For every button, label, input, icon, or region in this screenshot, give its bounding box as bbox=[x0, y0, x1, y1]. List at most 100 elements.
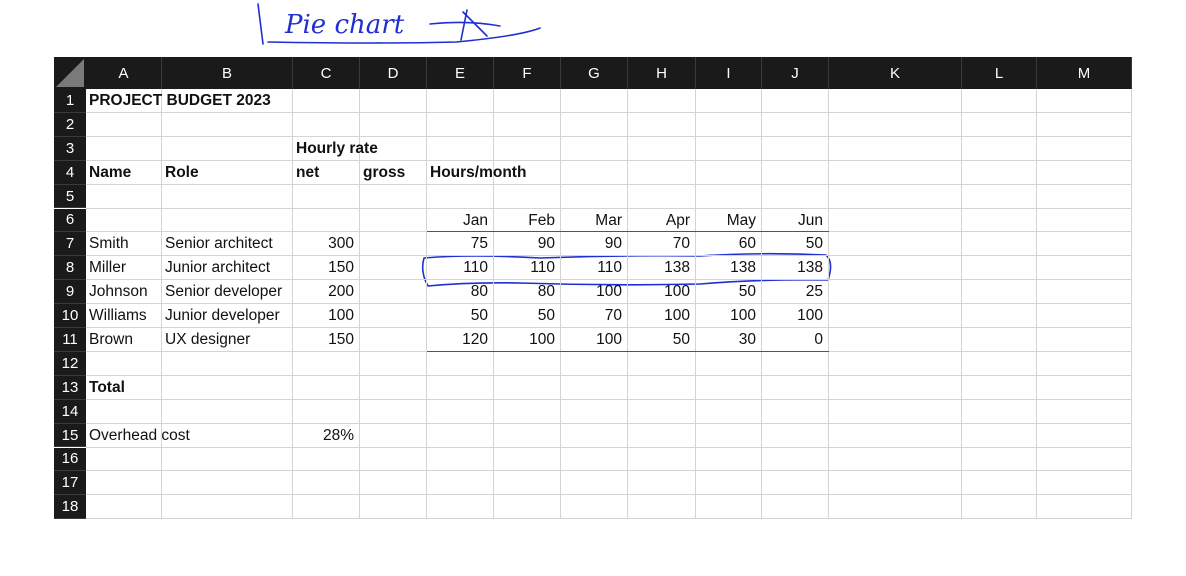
column-header-g[interactable]: G bbox=[561, 57, 628, 89]
row-header-7[interactable]: 7 bbox=[54, 232, 86, 257]
hours-cell[interactable]: 25 bbox=[805, 283, 823, 301]
hours-cell[interactable]: 60 bbox=[738, 235, 756, 253]
row-header-6[interactable]: 6 bbox=[54, 208, 86, 233]
column-header-d[interactable]: D bbox=[360, 57, 427, 89]
hours-cell[interactable]: 138 bbox=[797, 259, 823, 277]
total-label[interactable]: Total bbox=[89, 378, 125, 396]
column-header-i[interactable]: I bbox=[696, 57, 762, 89]
hours-cell[interactable]: 50 bbox=[470, 307, 488, 325]
month-header-apr[interactable]: Apr bbox=[665, 211, 690, 229]
hours-cell[interactable]: 100 bbox=[596, 331, 622, 348]
hours-cell[interactable]: 50 bbox=[672, 331, 690, 348]
hours-cell[interactable]: 100 bbox=[529, 331, 555, 348]
row-header-2[interactable]: 2 bbox=[54, 112, 86, 137]
row-header-17[interactable]: 17 bbox=[54, 471, 86, 496]
hours-cell[interactable]: 75 bbox=[470, 235, 488, 253]
column-header-e[interactable]: E bbox=[427, 57, 494, 89]
row-header-8[interactable]: 8 bbox=[54, 256, 86, 281]
row-header-3[interactable]: 3 bbox=[54, 136, 86, 161]
hours-cell[interactable]: 70 bbox=[672, 235, 690, 253]
role-cell[interactable]: Senior developer bbox=[165, 283, 283, 301]
column-header-m[interactable]: M bbox=[1037, 57, 1132, 89]
month-header-mar[interactable]: Mar bbox=[595, 211, 622, 229]
column-header-b[interactable]: B bbox=[162, 57, 293, 89]
month-header-feb[interactable]: Feb bbox=[528, 211, 555, 229]
role-cell[interactable]: UX designer bbox=[165, 331, 251, 348]
hours-cell[interactable]: 30 bbox=[738, 331, 756, 348]
grid-row-line bbox=[86, 470, 1132, 472]
hours-cell[interactable]: 50 bbox=[738, 283, 756, 301]
hours-cell[interactable]: 110 bbox=[597, 259, 622, 277]
row-header-1[interactable]: 1 bbox=[54, 89, 86, 113]
row-header-11[interactable]: 11 bbox=[54, 328, 86, 352]
role-cell[interactable]: Junior developer bbox=[165, 307, 280, 325]
month-header-may[interactable]: May bbox=[726, 211, 756, 229]
net-rate-cell[interactable]: 150 bbox=[328, 259, 354, 277]
row-header-18[interactable]: 18 bbox=[54, 495, 86, 520]
net-rate-cell[interactable]: 150 bbox=[328, 331, 354, 348]
row-header-5[interactable]: 5 bbox=[54, 184, 86, 209]
net-rate-cell[interactable]: 300 bbox=[328, 235, 354, 253]
hours-cell[interactable]: 100 bbox=[664, 283, 690, 301]
name-cell[interactable]: Williams bbox=[89, 307, 147, 325]
grid-row-line bbox=[86, 518, 1132, 520]
row-header-10[interactable]: 10 bbox=[54, 304, 86, 328]
hourly-rate-header[interactable]: Hourly rate bbox=[296, 139, 378, 157]
hours-month-header[interactable]: Hours/month bbox=[430, 163, 527, 181]
role-cell[interactable]: Junior architect bbox=[165, 259, 271, 277]
hours-cell[interactable]: 138 bbox=[730, 259, 756, 277]
net-rate-cell[interactable]: 100 bbox=[328, 307, 354, 325]
title-cell[interactable]: PROJECT BUDGET 2023 bbox=[89, 92, 271, 109]
role-header[interactable]: Role bbox=[165, 163, 199, 181]
grid-row-line bbox=[86, 494, 1132, 496]
net-header[interactable]: net bbox=[296, 163, 320, 181]
hours-cell[interactable]: 80 bbox=[470, 283, 488, 301]
hours-cell[interactable]: 90 bbox=[537, 235, 555, 253]
hours-cell[interactable]: 100 bbox=[730, 307, 756, 325]
hours-cell[interactable]: 70 bbox=[604, 307, 622, 325]
month-header-jun[interactable]: Jun bbox=[798, 211, 823, 229]
hours-cell[interactable]: 100 bbox=[797, 307, 823, 325]
column-header-c[interactable]: C bbox=[293, 57, 360, 89]
row-header-15[interactable]: 15 bbox=[54, 423, 86, 448]
hours-cell[interactable]: 90 bbox=[604, 235, 622, 253]
name-cell[interactable]: Miller bbox=[89, 259, 127, 277]
select-all-corner[interactable] bbox=[54, 57, 86, 89]
role-cell[interactable]: Senior architect bbox=[165, 235, 273, 253]
hours-cell[interactable]: 138 bbox=[664, 259, 690, 277]
name-cell[interactable]: Brown bbox=[89, 331, 133, 348]
row-header-16[interactable]: 16 bbox=[54, 447, 86, 472]
row-header-9[interactable]: 9 bbox=[54, 280, 86, 305]
name-cell[interactable]: Smith bbox=[89, 235, 129, 253]
overhead-value[interactable]: 28% bbox=[322, 426, 354, 444]
hours-cell[interactable]: 0 bbox=[814, 331, 823, 348]
grid-row-line bbox=[86, 111, 1132, 113]
column-header-k[interactable]: K bbox=[829, 57, 962, 89]
gross-header[interactable]: gross bbox=[363, 163, 406, 181]
column-header-f[interactable]: F bbox=[494, 57, 561, 89]
table-border bbox=[427, 350, 829, 352]
hours-cell[interactable]: 50 bbox=[537, 307, 555, 325]
month-header-jan[interactable]: Jan bbox=[463, 211, 488, 229]
hours-cell[interactable]: 110 bbox=[530, 259, 555, 277]
column-header-l[interactable]: L bbox=[962, 57, 1037, 89]
overhead-label[interactable]: Overhead cost bbox=[89, 426, 190, 444]
name-header[interactable]: Name bbox=[89, 163, 132, 181]
row-header-12[interactable]: 12 bbox=[54, 351, 86, 376]
net-rate-cell[interactable]: 200 bbox=[328, 283, 354, 301]
hours-cell[interactable]: 110 bbox=[463, 259, 488, 277]
hours-cell[interactable]: 50 bbox=[805, 235, 823, 253]
column-header-j[interactable]: J bbox=[762, 57, 829, 89]
hours-cell[interactable]: 80 bbox=[537, 283, 555, 301]
row-header-14[interactable]: 14 bbox=[54, 399, 86, 424]
grid-row-line bbox=[86, 303, 1132, 305]
hours-cell[interactable]: 100 bbox=[664, 307, 690, 325]
hours-cell[interactable]: 120 bbox=[462, 331, 488, 348]
row-header-4[interactable]: 4 bbox=[54, 160, 86, 185]
hours-cell[interactable]: 100 bbox=[596, 283, 622, 301]
column-header-h[interactable]: H bbox=[628, 57, 696, 89]
name-cell[interactable]: Johnson bbox=[89, 283, 148, 301]
column-header-a[interactable]: A bbox=[86, 57, 162, 89]
row-header-13[interactable]: 13 bbox=[54, 375, 86, 400]
